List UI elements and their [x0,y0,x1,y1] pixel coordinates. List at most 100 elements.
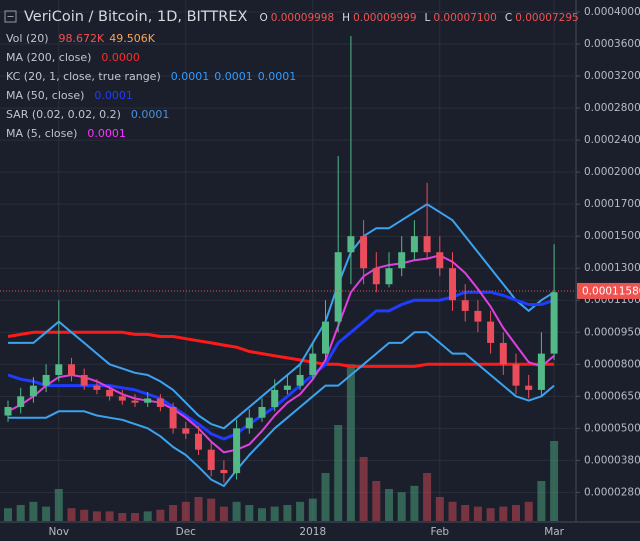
indicator-lines [7,203,555,487]
volume-bar [207,498,216,521]
legend-value: 49.506K [109,32,155,45]
candle-body [220,469,228,474]
legend: VeriCoin / Bitcoin, 1D, BITTREX O 0.00009… [4,9,579,140]
candle-body [245,417,253,429]
volume-bar [346,364,355,521]
legend-value: 0.0000 [101,51,140,64]
volume-bar [181,501,190,521]
ohlc-label: L [425,12,431,24]
candle-body [550,292,558,354]
volume-bar [410,485,419,521]
volume-bar [54,489,63,521]
candle-body [144,398,152,403]
legend-value: 0.0001 [94,89,133,102]
volume-bar [423,473,432,521]
candle-body [131,400,139,403]
candle-body [17,396,25,407]
volume-bar [245,505,254,521]
candle-body [499,342,507,365]
candle-body [195,433,202,450]
legend-value: 0.0001 [171,70,210,83]
ohlc-label: H [342,12,350,24]
candle-body [118,396,126,401]
volume-bar [258,508,266,521]
candle-body [525,385,533,390]
candle-body [385,268,393,285]
volume-pane [4,364,559,521]
x-tick-label: 2018 [299,526,326,538]
candle-body [372,268,380,285]
volume-bar [296,501,305,521]
candle-body [42,374,50,386]
volume-bar [92,511,101,521]
candle-body [207,449,215,470]
x-tick-label: Mar [544,526,564,538]
volume-bar [334,425,343,521]
indicator-line [7,290,555,441]
candle-body [360,236,368,269]
candle-body [296,374,304,386]
volume-bar [473,506,482,521]
candle-body [449,268,456,301]
candle-body [334,252,342,322]
candle-body [169,406,177,429]
volume-bar [524,501,533,521]
candle-body [156,398,164,407]
candle-body [410,236,418,253]
candle-body [436,252,444,269]
volume-bar [169,505,178,521]
volume-bar [232,501,241,521]
legend-value: 0.0001 [214,70,253,83]
legend-value: 0.0001 [131,108,170,121]
volume-bar [461,505,470,521]
legend-name: MA (200, close) [6,51,91,64]
collapse-button[interactable] [4,10,17,23]
candle-body [283,385,291,390]
volume-bar [270,506,279,521]
y-tick-label: 0.00002800 [584,486,640,498]
ohlc-label: O [259,12,267,24]
chart-title: VeriCoin / Bitcoin, 1D, BITTREX [24,9,247,25]
candle-body [487,321,495,343]
candle-body [398,252,406,269]
candle-body [233,428,241,474]
legend-name: MA (50, close) [6,89,84,102]
indicator-line [7,254,555,454]
ohlc-value: 0.00007295 [515,12,578,24]
candle-body [68,364,75,375]
legend-value: 0.0001 [87,127,126,140]
candle-body [423,236,431,253]
candle-body [322,321,329,354]
volume-bar [499,506,508,521]
ohlc-value: 0.00007100 [433,12,496,24]
candle-body [55,364,63,375]
volume-bar [486,508,495,521]
volume-bar [372,481,381,521]
candles [4,36,558,483]
volume-bar [29,501,38,521]
volume-bar [308,498,317,521]
legend-name: SAR (0.02, 0.02, 0.2) [6,108,121,121]
indicator-line [7,330,555,368]
volume-bar [105,511,114,521]
volume-bar [397,492,406,521]
volume-bar [16,505,25,521]
volume-bar [118,513,127,521]
indicator-line [8,331,555,487]
ohlc-value: 0.00009998 [271,12,334,24]
volume-bar [385,489,393,521]
volume-bar [550,441,559,521]
volume-bar [4,508,12,521]
volume-bar [359,457,368,521]
